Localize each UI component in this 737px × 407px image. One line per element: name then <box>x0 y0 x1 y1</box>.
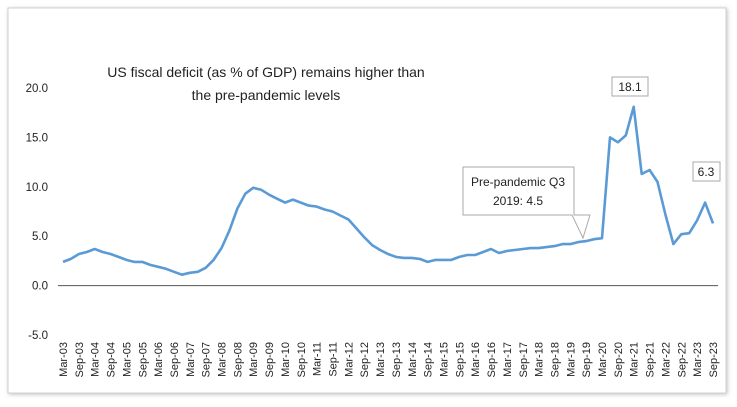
callout-box <box>611 76 649 97</box>
x-tick-label: Sep-04 <box>106 342 118 377</box>
x-tick-label: Sep-19 <box>581 342 593 377</box>
x-tick-label: Sep-14 <box>423 342 435 377</box>
x-tick-label: Mar-15 <box>438 342 450 377</box>
x-tick-label: Sep-07 <box>201 342 213 377</box>
x-tick-label: Mar-07 <box>185 342 197 377</box>
x-tick-label: Sep-22 <box>676 342 688 377</box>
chart-frame <box>7 7 727 394</box>
x-tick-label: Mar-03 <box>58 342 70 377</box>
x-tick-label: Mar-16 <box>470 342 482 377</box>
x-tick-label: Sep-10 <box>296 342 308 377</box>
y-tick-label: 0.0 <box>32 281 48 293</box>
annotations: Pre-pandemic Q3 2019: 4.5 18.1 6.3 <box>462 76 721 240</box>
y-tick-label: -5.0 <box>28 330 48 342</box>
x-tick-label: Mar-22 <box>660 342 672 377</box>
x-tick-label: Sep-23 <box>708 342 720 377</box>
x-tick-label: Sep-08 <box>232 342 244 377</box>
x-tick-label: Mar-09 <box>248 342 260 377</box>
annotation: 18.1 <box>618 80 642 94</box>
x-tick-label: Mar-10 <box>280 342 292 377</box>
x-tick-label: Mar-20 <box>597 342 609 377</box>
chart-title: US fiscal deficit (as % of GDP) remains … <box>107 64 424 80</box>
x-tick-label: Sep-18 <box>549 342 561 377</box>
x-tick-label: Mar-08 <box>217 342 229 377</box>
x-tick-label: Sep-16 <box>486 342 498 377</box>
x-tick-label: Sep-20 <box>613 342 625 377</box>
x-tick-label: Mar-21 <box>629 342 641 377</box>
x-tick-label: Sep-05 <box>137 342 149 377</box>
x-tick-label: Mar-11 <box>312 342 324 376</box>
annotation: 2019: 4.5 <box>493 194 543 208</box>
callout-box <box>692 161 721 182</box>
y-tick-label: 15.0 <box>26 132 48 144</box>
x-tick-label: Sep-06 <box>169 342 181 377</box>
x-tick-label: Mar-13 <box>375 342 387 377</box>
x-tick-label: Sep-03 <box>74 342 86 377</box>
y-tick-label: 20.0 <box>26 83 48 95</box>
x-tick-label: Mar-23 <box>692 342 704 377</box>
x-tick-label: Sep-15 <box>454 342 466 377</box>
x-tick-label: Mar-05 <box>121 342 133 377</box>
x-tick-label: Mar-14 <box>407 342 419 377</box>
x-tick-label: Mar-18 <box>534 342 546 377</box>
x-tick-label: Sep-11 <box>328 342 340 377</box>
chart-title: the pre-pandemic levels <box>192 87 341 103</box>
x-tick-label: Mar-19 <box>565 342 577 377</box>
x-tick-label: Sep-13 <box>391 342 403 377</box>
data-line <box>62 105 715 276</box>
annotation: 6.3 <box>698 165 715 179</box>
x-tick-label: Sep-17 <box>518 342 530 377</box>
x-tick-label: Mar-04 <box>90 342 102 377</box>
x-tick-label: Sep-12 <box>359 342 371 377</box>
callout-box <box>462 166 591 240</box>
x-tick-label: Mar-17 <box>502 342 514 377</box>
x-tick-label: Sep-09 <box>264 342 276 377</box>
x-tick-label: Mar-06 <box>153 342 165 377</box>
x-tick-label: Mar-12 <box>343 342 355 377</box>
annotation: Pre-pandemic Q3 <box>471 175 565 189</box>
x-tick-label: Sep-21 <box>645 342 657 377</box>
y-tick-label: 10.0 <box>26 182 48 194</box>
y-tick-label: 5.0 <box>32 231 48 243</box>
